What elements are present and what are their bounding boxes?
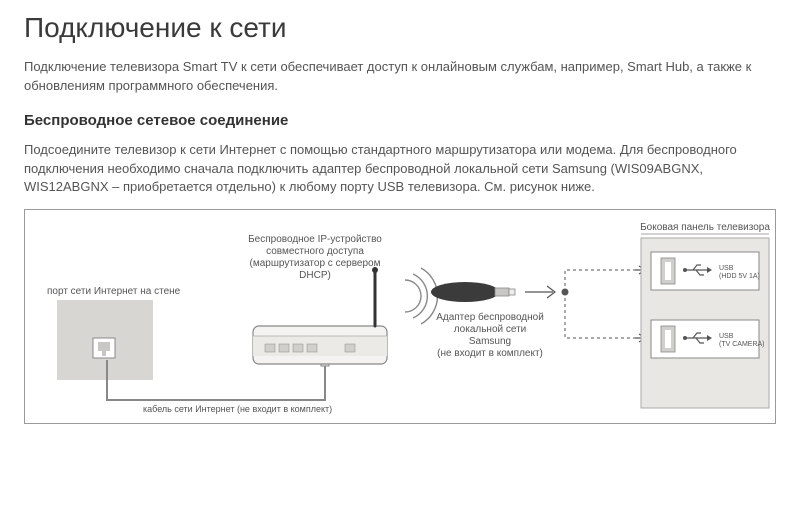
usb-arrows: [525, 266, 645, 342]
usb2-label-2: (TV CAMERA): [719, 341, 765, 348]
wall-port-label: порт сети Интернет на стене: [47, 286, 181, 297]
usb1-label-1: USB: [719, 265, 734, 272]
page-title: Подключение к сети: [24, 12, 776, 44]
usb2-label-1: USB: [719, 333, 734, 340]
wireless-adapter-icon: [431, 282, 515, 302]
intro-text: Подключение телевизора Smart TV к сети о…: [24, 58, 776, 96]
connection-diagram: порт сети Интернет на стене кабель сети …: [24, 209, 776, 424]
adapter-label-3: Samsung: [469, 336, 511, 347]
adapter-label-1: Адаптер беспроводной: [436, 311, 544, 323]
usb1-label-2: (HDD 5V 1A): [719, 273, 760, 280]
wall-plate: [57, 300, 153, 380]
section-title: Беспроводное сетевое соединение: [24, 112, 776, 129]
cable-label: кабель сети Интернет (не входит в компле…: [143, 404, 332, 414]
router-label-1: Беспроводное IP-устройство: [248, 234, 382, 245]
router-icon: [253, 267, 387, 364]
tv-side-panel: USB (HDD 5V 1A) USB (TV CAMERA): [641, 238, 769, 408]
adapter-label-2: локальной сети: [454, 324, 527, 335]
router-label-3: (маршрутизатор с сервером: [250, 258, 381, 269]
adapter-label-4: (не входит в комплект): [437, 348, 543, 359]
wifi-waves-icon: [405, 268, 438, 324]
section-text: Подсоедините телевизор к сети Интернет с…: [24, 141, 776, 198]
router-label-4: DHCP): [299, 270, 331, 281]
router-label-2: совместного доступа: [266, 246, 364, 257]
side-panel-label: Боковая панель телевизора: [640, 222, 770, 233]
